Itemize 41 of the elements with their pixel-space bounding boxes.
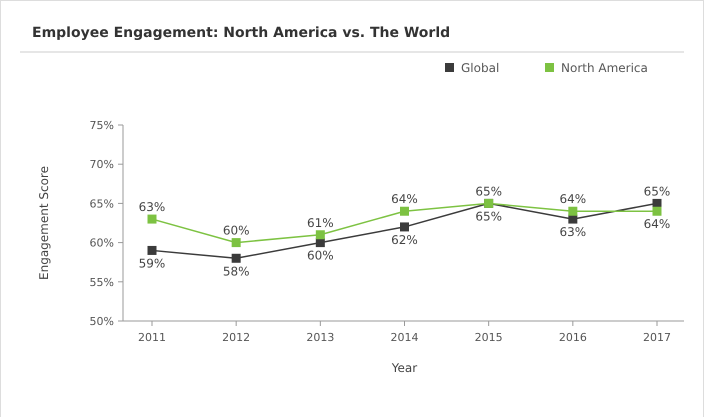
x-tick-label: 2014: [390, 331, 418, 344]
data-label: 60%: [222, 224, 250, 238]
data-label: 62%: [391, 232, 418, 247]
y-tick-label: 55%: [90, 276, 114, 289]
point: [400, 206, 409, 216]
data-label: 63%: [138, 200, 166, 214]
data-label: 65%: [644, 184, 670, 198]
data-label: 64%: [559, 192, 586, 206]
x-axis-title: Year: [390, 361, 418, 375]
data-label: 64%: [644, 217, 670, 232]
data-label: 60%: [306, 248, 334, 263]
point: [316, 230, 325, 240]
chart-title: Employee Engagement: North America vs. The World: [32, 25, 450, 41]
y-tick-label: 75%: [90, 119, 114, 132]
point: [148, 246, 156, 255]
x-tick-label: 2012: [222, 331, 250, 344]
point: [400, 222, 409, 232]
point: [232, 238, 241, 248]
data-label: 65%: [475, 209, 502, 224]
x-tick-label: 2015: [474, 331, 503, 344]
x-tick-label: 2016: [558, 331, 587, 344]
x-tick-label: 2013: [306, 331, 334, 344]
x-tick-label: 2011: [138, 331, 166, 344]
legend-label: Global: [461, 61, 500, 75]
data-label: 58%: [222, 264, 250, 278]
data-label: 59%: [138, 256, 166, 270]
data-label: 63%: [559, 225, 586, 240]
y-tick-label: 70%: [90, 158, 114, 172]
data-label: 65%: [475, 184, 502, 198]
point: [148, 214, 156, 224]
y-tick-label: 65%: [90, 197, 114, 210]
y-tick-label: 50%: [90, 315, 114, 328]
data-label: 61%: [306, 216, 334, 230]
point: [232, 254, 241, 263]
legend-label: North America: [561, 61, 648, 75]
point: [568, 206, 578, 216]
y-axis-title: Engagement Score: [37, 166, 51, 280]
data-label: 64%: [391, 192, 418, 206]
point: [652, 206, 662, 216]
x-tick-label: 2017: [643, 331, 671, 344]
y-tick-label: 60%: [90, 236, 114, 250]
